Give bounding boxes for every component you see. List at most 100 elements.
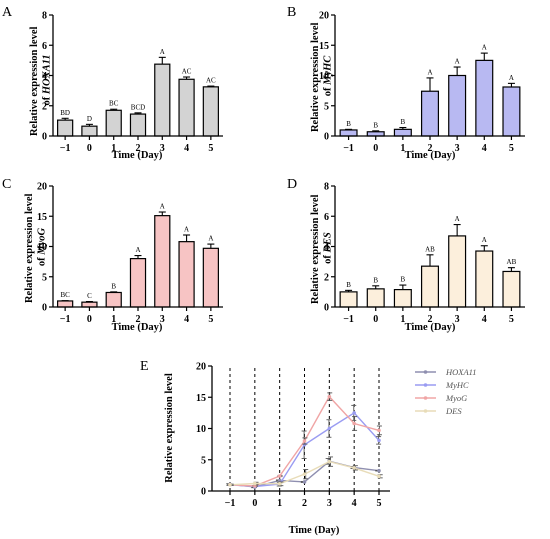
panel-e-data-point bbox=[253, 481, 257, 486]
panel-c-x-tick-label: 1 bbox=[111, 314, 116, 325]
panel-c-x-tick-label: 4 bbox=[184, 314, 189, 325]
panel-a-bar bbox=[154, 63, 171, 137]
panel-e-data-point bbox=[327, 459, 332, 464]
panel-d-significance-label: B bbox=[346, 281, 351, 289]
panel-b-y-title-of: of bbox=[323, 87, 334, 96]
panel-a-y-tick-label: 0 bbox=[42, 132, 47, 143]
panel-b-letter: B bbox=[287, 5, 296, 20]
panel-e-data-point bbox=[352, 466, 356, 470]
panel-b-x-tick-label: −1 bbox=[343, 143, 354, 154]
panel-d-y-tick-label: 4 bbox=[324, 242, 329, 253]
panel-d-significance-label: B bbox=[401, 276, 406, 284]
panel-a-y-title-of: of bbox=[42, 96, 53, 105]
panel-a-significance-label: AC bbox=[182, 68, 192, 76]
panel-e-legend-marker bbox=[423, 409, 428, 413]
panel-c-significance-label: BC bbox=[60, 291, 70, 299]
panel-e-legend-label: HOXA11 bbox=[445, 367, 477, 377]
panel-e-y-tick-label: 20 bbox=[196, 362, 206, 373]
panel-b-x-tick-label: 2 bbox=[428, 143, 433, 154]
panel-c-significance-label: B bbox=[111, 282, 116, 290]
panel-a-bar bbox=[178, 78, 195, 137]
panel-a-bar bbox=[202, 86, 219, 137]
panel-d-y-title-of: of bbox=[323, 255, 334, 264]
panel-d-x-tick-label: −1 bbox=[343, 314, 354, 325]
panel-c-significance-label: C bbox=[87, 292, 92, 300]
panel-b-y-tick-label: 20 bbox=[319, 11, 329, 22]
panel-c-bar bbox=[154, 215, 171, 308]
panel-d-x-tick-label: 4 bbox=[482, 314, 487, 325]
panel-d-significance-label: A bbox=[455, 215, 460, 223]
panel-c-y-title: Relative expression level of MyoG bbox=[24, 191, 48, 303]
panel-d-chart: D Time (Day) Relative expression level o… bbox=[287, 177, 525, 333]
panel-d-letter: D bbox=[287, 177, 297, 192]
panel-a-significance-label: AC bbox=[206, 77, 216, 85]
panel-e-data-point bbox=[377, 428, 381, 433]
panel-d-x-tick-label: 0 bbox=[373, 314, 378, 325]
panel-e-x-tick-label: 0 bbox=[252, 498, 257, 509]
panel-e-chart: E Time (Day) Relative expression level 0… bbox=[140, 359, 477, 536]
panel-e-x-tick-label: 5 bbox=[377, 498, 382, 509]
panel-e-y-tick-label: 15 bbox=[196, 393, 206, 404]
panel-e-data-point bbox=[327, 394, 332, 399]
panel-e-data-point bbox=[352, 421, 356, 426]
panel-b-y-tick-label: 0 bbox=[324, 132, 329, 143]
panel-d-y-title: Relative expression level of DES bbox=[310, 192, 334, 304]
panel-a-significance-label: BCD bbox=[131, 103, 145, 111]
panel-c-x-title: Time (Day) bbox=[112, 322, 163, 333]
panel-e-legend-marker bbox=[423, 383, 428, 387]
panel-d-y-title-gene: DES bbox=[323, 232, 334, 254]
panel-a-bar bbox=[57, 119, 74, 137]
panel-b-x-title: Time (Day) bbox=[405, 150, 456, 161]
panel-d-significance-label: AB bbox=[425, 245, 435, 253]
panel-a-bar bbox=[81, 125, 98, 137]
panel-b-significance-label: A bbox=[455, 58, 460, 66]
panel-c-y-tick-label: 15 bbox=[37, 212, 47, 223]
panel-a-y-title-line1: Relative expression level bbox=[29, 27, 40, 137]
panel-e-data-point bbox=[377, 438, 381, 443]
panel-b-x-tick-label: 5 bbox=[509, 143, 514, 154]
panel-b-significance-label: A bbox=[509, 74, 514, 82]
panel-e-letter: E bbox=[140, 359, 149, 374]
panel-c-y-tick-label: 0 bbox=[42, 303, 47, 314]
panel-a-y-title: Relative expression level of HOXA11 bbox=[29, 24, 53, 136]
panel-b-bar bbox=[475, 59, 494, 137]
panel-a-x-tick-label: 5 bbox=[208, 143, 213, 154]
panel-c-y-title-line1: Relative expression level bbox=[24, 194, 35, 304]
panel-a-letter: A bbox=[2, 5, 13, 20]
panel-b-bar bbox=[420, 90, 440, 137]
panel-c-x-tick-label: −1 bbox=[60, 314, 71, 325]
panel-b-bar bbox=[448, 74, 467, 137]
panel-e-data-point bbox=[228, 482, 232, 487]
panel-d-y-title-line1: Relative expression level bbox=[310, 195, 321, 305]
panel-c-y-title-of: of bbox=[37, 257, 48, 266]
panel-b-x-tick-label: 4 bbox=[482, 143, 487, 154]
panel-d-bar bbox=[502, 270, 521, 308]
panel-b-y-title-line2: of MyHC bbox=[323, 55, 334, 97]
panel-c-bar bbox=[178, 241, 195, 308]
panel-c-y-tick-label: 20 bbox=[37, 182, 47, 193]
panel-e-data-point bbox=[302, 439, 307, 443]
panel-c-y-title-line2: of MyoG bbox=[37, 227, 48, 266]
panel-a-x-tick-label: −1 bbox=[60, 143, 71, 154]
panel-b-significance-label: B bbox=[401, 118, 406, 126]
panel-e-legend-marker bbox=[423, 396, 428, 400]
panel-d-bar bbox=[366, 288, 385, 308]
panel-e-y-title: Relative expression level bbox=[164, 373, 175, 483]
panel-c-significance-label: A bbox=[208, 235, 213, 243]
panel-a-y-tick-label: 6 bbox=[42, 41, 47, 52]
panel-c-x-tick-label: 3 bbox=[160, 314, 165, 325]
panel-e-data-point bbox=[277, 482, 282, 486]
panel-a-y-title-line2: of HOXA11 bbox=[42, 54, 53, 105]
panel-e-y-tick-label: 5 bbox=[201, 455, 206, 466]
panel-e-data-point bbox=[352, 411, 356, 415]
panel-a-x-tick-label: 3 bbox=[160, 143, 165, 154]
panel-c-bar bbox=[57, 300, 74, 308]
panel-b-x-tick-label: 1 bbox=[400, 143, 405, 154]
panel-b-y-tick-label: 10 bbox=[319, 71, 329, 82]
panel-b-x-tick-label: 3 bbox=[455, 143, 460, 154]
panel-e-data-point bbox=[302, 472, 307, 476]
panel-d-y-title-line2: of DES bbox=[323, 232, 334, 264]
panel-d-bar bbox=[475, 250, 494, 308]
panel-d-significance-label: AB bbox=[507, 258, 517, 266]
panel-c-significance-label: A bbox=[135, 246, 140, 254]
